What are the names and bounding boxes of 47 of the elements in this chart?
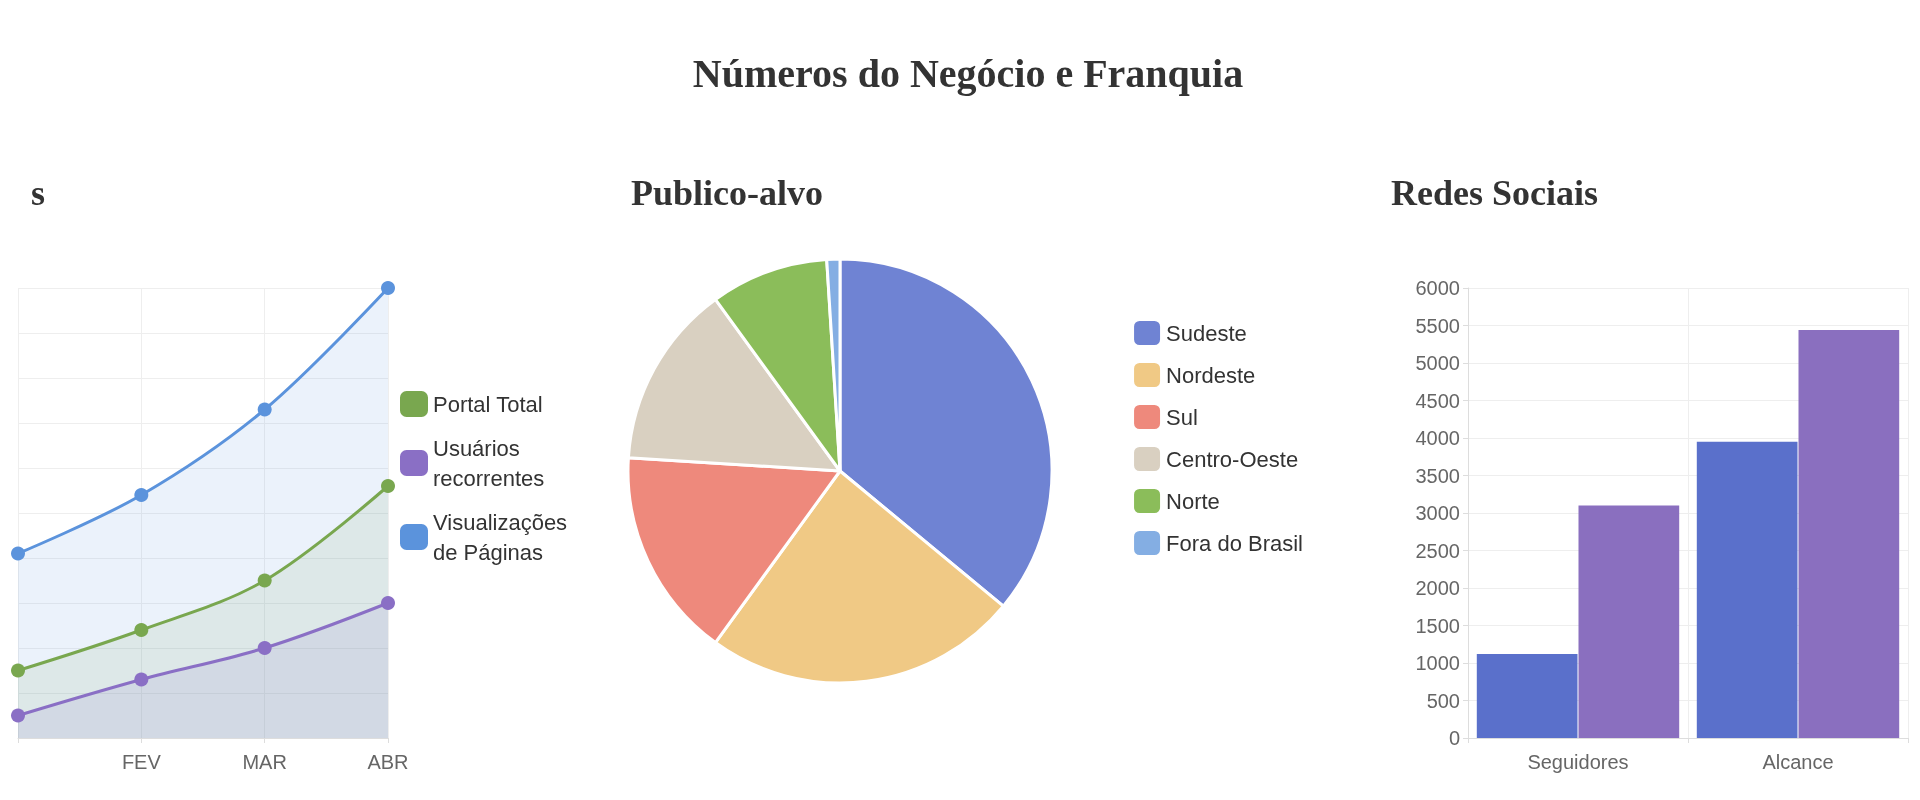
point: [381, 479, 395, 493]
legend-label: Usuários recorrentes: [433, 435, 545, 491]
y-tick-label: 1000: [1415, 652, 1460, 674]
chart-title: Publico-alvo: [631, 173, 824, 213]
legend-label: Sul: [1166, 404, 1198, 430]
y-tick-label: 6000: [1415, 277, 1460, 299]
x-tick-label: MAR: [242, 751, 287, 773]
y-tick-label: 2500: [1415, 539, 1460, 562]
text: Números do Negócio e Franquia: [692, 50, 1244, 96]
y-tick-label: 5500: [1415, 314, 1460, 337]
point: [11, 663, 25, 678]
point: [134, 488, 149, 502]
bar: [1798, 330, 1900, 738]
x-tick-label: FEV: [121, 751, 162, 773]
x-tick-label: Seguidores: [1527, 751, 1629, 773]
legend-label: Nordeste: [1166, 362, 1256, 388]
y-tick-label: 3500: [1415, 464, 1460, 487]
point: [11, 708, 25, 723]
y-tick-label: 1500: [1415, 614, 1460, 637]
x-tick-label: Alcance: [1762, 751, 1834, 773]
y-tick-label: 4500: [1415, 389, 1460, 412]
legend-label: Sudeste: [1166, 320, 1247, 346]
point: [11, 546, 25, 561]
chart-title: s: [31, 173, 46, 213]
y-tick-label: 2000: [1415, 577, 1460, 599]
legend-label: Portal Total: [433, 391, 543, 417]
point: [257, 641, 272, 655]
legend-label: Visualizações de Páginas: [433, 509, 574, 565]
point: [134, 672, 149, 687]
y-tick-label: 5000: [1415, 352, 1460, 374]
legend-label: Fora do Brasil: [1166, 530, 1304, 556]
point: [257, 573, 272, 588]
bar: [1476, 654, 1578, 738]
point: [381, 281, 395, 295]
bar: [1578, 505, 1680, 738]
x-tick-label: ABR: [367, 751, 409, 773]
y-tick-label: 3000: [1415, 502, 1460, 524]
chart-title: Redes Sociais: [1391, 173, 1598, 213]
legend-label: Norte: [1166, 488, 1220, 514]
y-tick-label: 500: [1426, 689, 1460, 712]
point: [381, 596, 395, 610]
y-tick-label: 0: [1448, 727, 1460, 749]
bar: [1696, 441, 1798, 738]
point: [134, 623, 149, 637]
point: [257, 402, 272, 417]
y-tick-label: 4000: [1415, 427, 1460, 449]
legend-label: Centro-Oeste: [1166, 446, 1299, 472]
